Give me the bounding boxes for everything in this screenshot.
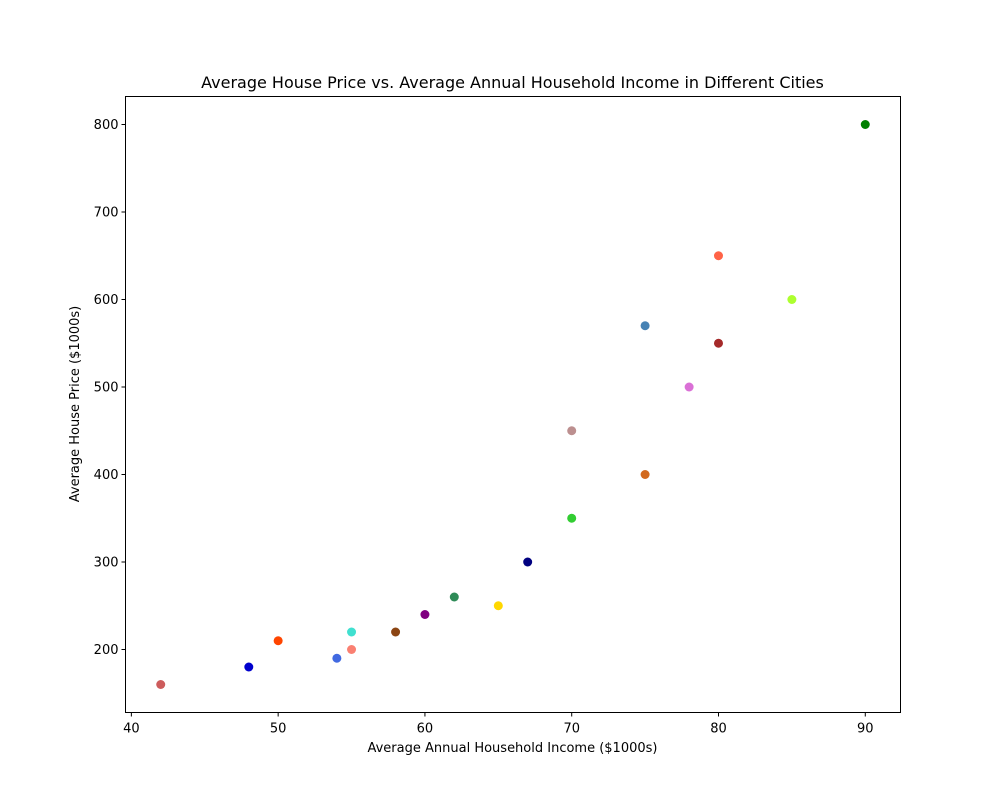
scatter-point (273, 636, 283, 646)
x-tick-label: 40 (123, 722, 140, 737)
y-tick-label: 600 (94, 293, 119, 308)
x-tick-label: 70 (563, 722, 580, 737)
scatter-point (391, 627, 401, 637)
scatter-point (449, 592, 459, 602)
scatter-point (567, 426, 577, 436)
scatter-point (493, 601, 503, 611)
chart-title: Average House Price vs. Average Annual H… (201, 73, 824, 92)
scatter-point (156, 680, 166, 689)
scatter-point (640, 321, 650, 331)
x-tick-label: 90 (857, 722, 874, 737)
data-points (156, 120, 870, 689)
y-tick-label: 700 (94, 206, 119, 221)
x-axis-ticks: 40 50 60 70 80 90 (123, 712, 874, 737)
scatter-point (567, 513, 577, 523)
y-tick-label: 400 (94, 468, 119, 483)
scatter-point (347, 627, 357, 637)
scatter-point (787, 295, 797, 304)
y-tick-label: 800 (94, 118, 119, 133)
x-axis-label: Average Annual Household Income ($1000s) (367, 741, 657, 756)
y-axis-ticks: 200 300 400 500 600 700 800 (94, 118, 126, 658)
y-tick-label: 500 (94, 381, 119, 396)
y-axis-label: Average House Price ($1000s) (68, 306, 83, 503)
y-tick-label: 200 (94, 643, 119, 658)
scatter-point (332, 653, 342, 663)
scatter-point (713, 251, 723, 261)
plot-area-frame (125, 96, 901, 713)
x-tick-label: 80 (710, 722, 727, 737)
scatter-point (640, 470, 650, 479)
scatter-point (684, 382, 694, 392)
scatter-point (420, 610, 430, 619)
scatter-point (713, 338, 723, 348)
scatter-point (244, 662, 254, 672)
scatter-point (860, 120, 870, 129)
scatter-point (347, 645, 357, 654)
x-tick-label: 60 (417, 722, 434, 737)
scatter-point (523, 557, 533, 567)
x-tick-label: 50 (270, 722, 287, 737)
y-tick-label: 300 (94, 556, 119, 571)
